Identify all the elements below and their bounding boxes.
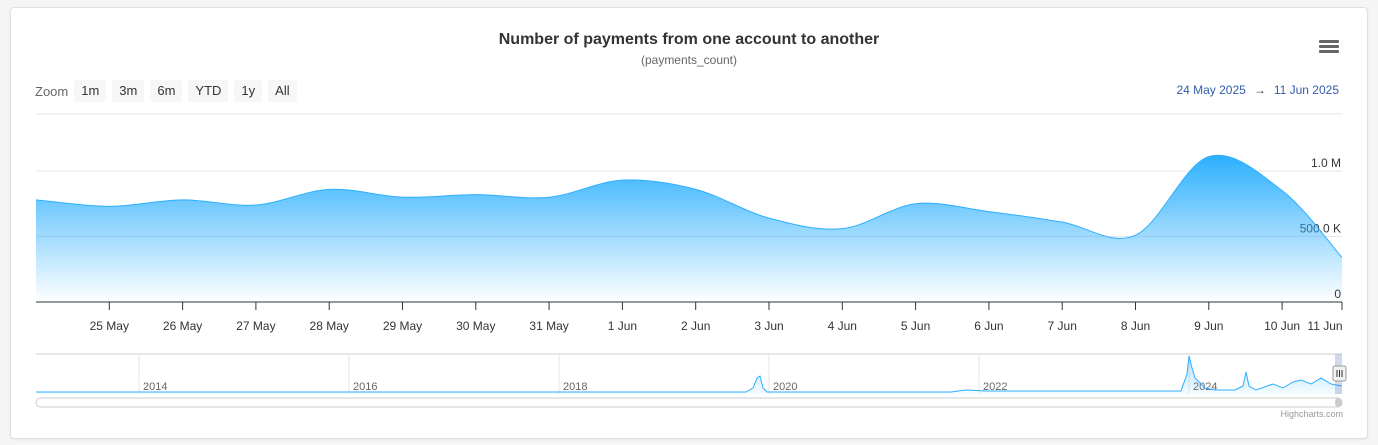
- navigator-year-label: 2020: [773, 381, 797, 393]
- navigator-year-label: 2016: [353, 381, 377, 393]
- navigator-line: [36, 355, 1343, 393]
- x-tick-label: 29 May: [383, 319, 422, 333]
- range-to[interactable]: 11 Jun 2025: [1273, 83, 1339, 97]
- navigator-year-label: 2018: [563, 381, 587, 393]
- x-tick-label: 28 May: [310, 319, 349, 333]
- menu-icon[interactable]: [1319, 40, 1339, 56]
- zoom-label: Zoom: [35, 83, 69, 99]
- x-tick-label: 11 Jun: [1307, 319, 1342, 333]
- x-tick-label: 7 Jun: [1048, 319, 1077, 333]
- zoom-ytd-button[interactable]: YTD: [188, 80, 229, 102]
- x-tick-label: 26 May: [163, 319, 202, 333]
- x-tick-label: 6 Jun: [974, 319, 1003, 333]
- series-area: [36, 155, 1342, 302]
- x-tick-label: 25 May: [90, 319, 129, 333]
- zoom-all-button[interactable]: All: [268, 80, 297, 102]
- navigator-year-label: 2022: [983, 381, 1007, 393]
- chart-title: Number of payments from one account to a…: [498, 31, 880, 48]
- x-tick-label: 2 Jun: [681, 319, 710, 333]
- x-tick-label: 4 Jun: [828, 319, 857, 333]
- x-tick-label: 31 May: [529, 319, 568, 333]
- x-tick-label: 3 Jun: [754, 319, 783, 333]
- x-tick-label: 1 Jun: [608, 319, 637, 333]
- scrollbar-track[interactable]: [35, 397, 1343, 408]
- chart-container: Number of payments from one account to a…: [10, 7, 1368, 439]
- x-tick-label: 30 May: [456, 319, 495, 333]
- navigator-area: [36, 356, 1342, 394]
- x-tick-label: 8 Jun: [1121, 319, 1150, 333]
- zoom-1m-button[interactable]: 1m: [74, 80, 107, 102]
- y-tick-label: 1.0 M: [1311, 156, 1341, 170]
- chart-subtitle: (payments_count): [640, 53, 738, 67]
- x-tick-label: 10 Jun: [1264, 319, 1300, 333]
- x-tick-label: 27 May: [236, 319, 275, 333]
- x-tick-label: 5 Jun: [901, 319, 930, 333]
- zoom-1y-button[interactable]: 1y: [234, 80, 263, 102]
- x-tick-label: 9 Jun: [1194, 319, 1223, 333]
- series-line: [35, 154, 1343, 258]
- navigator-year-label: 2014: [143, 381, 167, 393]
- scrollbar-thumb[interactable]: [1335, 398, 1342, 407]
- zoom-3m-button[interactable]: 3m: [112, 80, 145, 102]
- zoom-bar: Zoom 1m 3m 6m YTD 1y All: [35, 80, 303, 102]
- zoom-6m-button[interactable]: 6m: [150, 80, 183, 102]
- credits: Highcharts.com: [1280, 409, 1343, 419]
- range-arrow: →: [1253, 83, 1266, 97]
- range-from[interactable]: 24 May 2025: [1176, 83, 1246, 97]
- date-range: 24 May 2025 → 11 Jun 2025: [1176, 83, 1339, 97]
